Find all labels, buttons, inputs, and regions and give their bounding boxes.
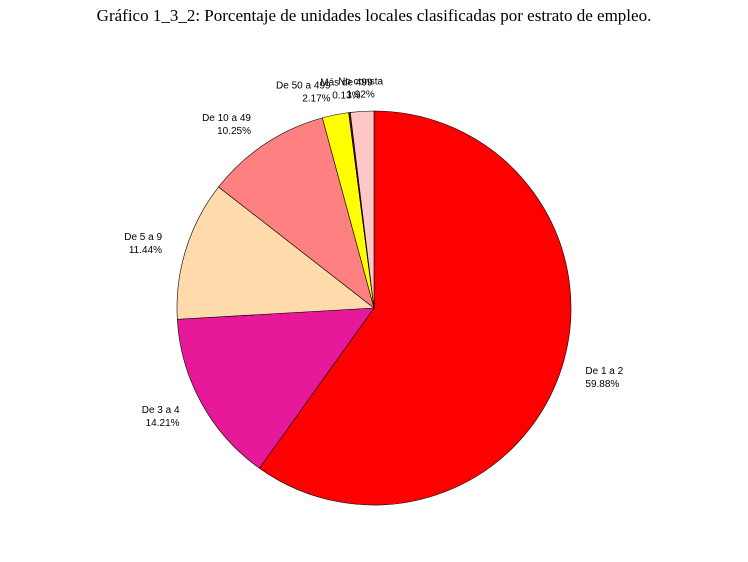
- slice-label-de-1-a-2: De 1 a 2: [585, 366, 623, 377]
- pie-slice-no-consta: [349, 110, 375, 309]
- pie-slice-de-1-a-2: [258, 110, 572, 506]
- slice-value-label-no-consta: 1.92%: [346, 89, 374, 100]
- pie-slice-de-5-a-9: [176, 186, 375, 320]
- slice-value-label-mas-de-499: 0.13%: [332, 91, 360, 102]
- slice-label-de-10-a-49: De 10 a 49: [202, 113, 251, 124]
- slice-value-label-de-50-a-499: 2.17%: [302, 93, 330, 104]
- chart-title: Gráfico 1_3_2: Porcentaje de unidades lo…: [96, 6, 652, 25]
- slice-label-de-3-a-4: De 3 a 4: [142, 405, 180, 416]
- slice-value-label-de-10-a-49: 10.25%: [217, 126, 251, 137]
- slice-label-mas-de-499: Más de 499: [320, 78, 373, 89]
- slice-label-de-5-a-9: De 5 a 9: [124, 232, 162, 243]
- slice-label-de-50-a-499: De 50 a 499: [276, 80, 331, 91]
- pie-slice-de-3-a-4: [177, 307, 375, 469]
- slice-value-label-de-1-a-2: 59.88%: [585, 379, 619, 390]
- slice-value-label-de-5-a-9: 11.44%: [129, 245, 162, 256]
- slice-label-no-consta: No consta: [338, 76, 383, 87]
- slice-value-label-de-3-a-4: 14.21%: [146, 418, 180, 429]
